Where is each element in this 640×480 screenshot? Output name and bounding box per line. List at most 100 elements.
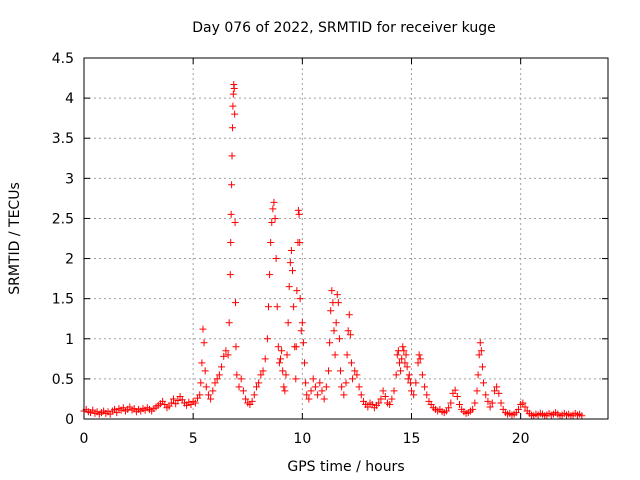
axis-ticks: 0 0.5 1 1.5 2 2.5 3 3.5 4 4.5 0 5 10 15 20 [52, 51, 608, 447]
x-tick-label: 15 [403, 431, 421, 447]
data-point [228, 152, 236, 160]
data-point [377, 395, 385, 403]
data-point [295, 210, 303, 218]
data-point [456, 401, 464, 409]
data-point [266, 271, 274, 279]
data-point [202, 383, 210, 391]
data-point [255, 379, 263, 387]
data-point [201, 367, 209, 375]
data-point [521, 403, 529, 411]
data-point [404, 375, 412, 383]
data-point [292, 343, 300, 351]
data-point [416, 355, 424, 363]
data-point [488, 399, 496, 407]
y-tick-label: 1 [65, 332, 74, 348]
data-point [445, 404, 453, 412]
data-point [471, 399, 479, 407]
y-tick-label: 2 [65, 252, 74, 268]
data-point [320, 395, 328, 403]
data-point [170, 395, 178, 403]
data-point [231, 110, 239, 118]
data-point [301, 359, 309, 367]
data-point [279, 367, 287, 375]
data-point [257, 371, 265, 379]
data-point [402, 351, 410, 359]
data-point [292, 375, 300, 383]
data-point [390, 387, 398, 395]
data-point [294, 206, 302, 214]
y-tick-label: 4 [65, 91, 74, 107]
data-point [423, 391, 431, 399]
y-tick-label: 2.5 [52, 211, 74, 227]
data-point [318, 387, 326, 395]
data-point [252, 383, 260, 391]
data-point [399, 343, 407, 351]
data-point [334, 299, 342, 307]
data-point [275, 359, 283, 367]
data-point [514, 405, 522, 413]
data-point [200, 339, 208, 347]
y-tick-label: 0 [65, 412, 74, 428]
data-point [233, 371, 241, 379]
data-point [476, 339, 484, 347]
data-point [302, 379, 310, 387]
data-point [353, 371, 361, 379]
data-point [272, 255, 280, 263]
data-point [227, 210, 235, 218]
data-point [204, 391, 212, 399]
data-point [225, 319, 233, 327]
data-point [497, 399, 505, 407]
data-point [421, 383, 429, 391]
data-point [286, 259, 294, 267]
x-tick-label: 20 [512, 431, 530, 447]
data-point [400, 347, 408, 355]
data-point [379, 387, 387, 395]
data-point [174, 397, 182, 405]
data-point [232, 343, 240, 351]
data-point [227, 239, 235, 247]
y-tick-label: 3 [65, 171, 74, 187]
data-point [273, 303, 281, 311]
data-point [261, 355, 269, 363]
data-point [375, 399, 383, 407]
plot-frame [83, 57, 609, 420]
data-point [213, 375, 221, 383]
data-point [415, 351, 423, 359]
data-point [278, 347, 286, 355]
data-point [207, 395, 215, 403]
data-point [344, 327, 352, 335]
data-point [259, 367, 267, 375]
data-point [333, 291, 341, 299]
data-point [280, 383, 288, 391]
data-point [386, 401, 394, 409]
data-point [232, 299, 240, 307]
x-tick-label: 10 [293, 431, 311, 447]
data-point [478, 363, 486, 371]
data-point [401, 359, 409, 367]
data-point [196, 391, 204, 399]
data-point [345, 311, 353, 319]
data-point [349, 375, 357, 383]
data-point [289, 267, 297, 275]
data-point [393, 351, 401, 359]
x-tick-label: 5 [189, 431, 198, 447]
data-point [418, 371, 426, 379]
data-point [222, 347, 230, 355]
data-point [316, 379, 324, 387]
data-point [453, 393, 461, 401]
data-point [474, 371, 482, 379]
data-point [248, 397, 256, 405]
data-point [477, 347, 485, 355]
data-point [303, 391, 311, 399]
data-point [285, 283, 293, 291]
data-point [283, 351, 291, 359]
data-point [235, 383, 243, 391]
data-point [209, 387, 217, 395]
data-point [482, 391, 490, 399]
data-point [293, 287, 301, 295]
data-point [215, 371, 223, 379]
data-point [326, 339, 334, 347]
data-point [337, 367, 345, 375]
x-axis-label: GPS time / hours [287, 459, 404, 475]
